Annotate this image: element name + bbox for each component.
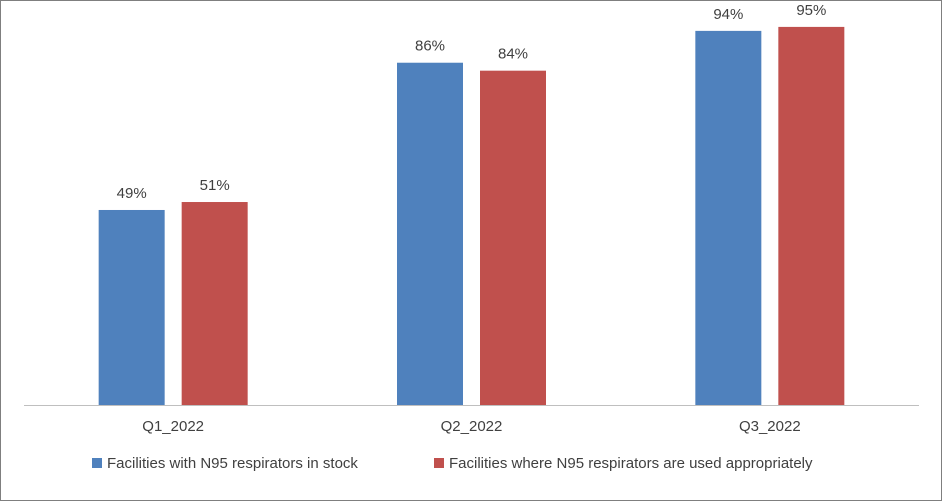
category-label-q2_2022: Q2_2022 bbox=[441, 418, 503, 435]
bar-q1_2022-series-1 bbox=[98, 209, 165, 405]
value-labels-group: 49% 51% 86% 84% 94% 95% bbox=[117, 2, 827, 202]
legend-swatch-series-2 bbox=[434, 458, 444, 468]
value-label-q2_2022-series-1: 86% bbox=[415, 38, 445, 55]
legend-swatch-series-1 bbox=[92, 458, 102, 468]
value-label-q3_2022-series-1: 94% bbox=[713, 6, 743, 23]
value-label-q3_2022-series-2: 95% bbox=[796, 2, 826, 19]
value-label-q1_2022-series-1: 49% bbox=[117, 185, 147, 202]
legend-label-series-1: Facilities with N95 respirators in stock bbox=[107, 455, 358, 472]
bar-q2_2022-series-2 bbox=[480, 70, 546, 406]
legend: Facilities with N95 respirators in stock… bbox=[92, 455, 813, 472]
bar-q3_2022-series-1 bbox=[695, 30, 762, 405]
bar-q1_2022-series-2 bbox=[181, 202, 248, 405]
category-label-q3_2022: Q3_2022 bbox=[739, 418, 801, 435]
bar-q3_2022-series-2 bbox=[778, 26, 845, 406]
category-labels-group: Q1_2022 Q2_2022 Q3_2022 bbox=[142, 418, 800, 435]
legend-label-series-2: Facilities where N95 respirators are use… bbox=[449, 455, 813, 472]
bars-group bbox=[98, 26, 845, 406]
value-label-q2_2022-series-2: 84% bbox=[498, 46, 528, 63]
bar-q2_2022-series-1 bbox=[397, 62, 463, 405]
value-label-q1_2022-series-2: 51% bbox=[200, 177, 230, 194]
category-label-q1_2022: Q1_2022 bbox=[142, 418, 204, 435]
